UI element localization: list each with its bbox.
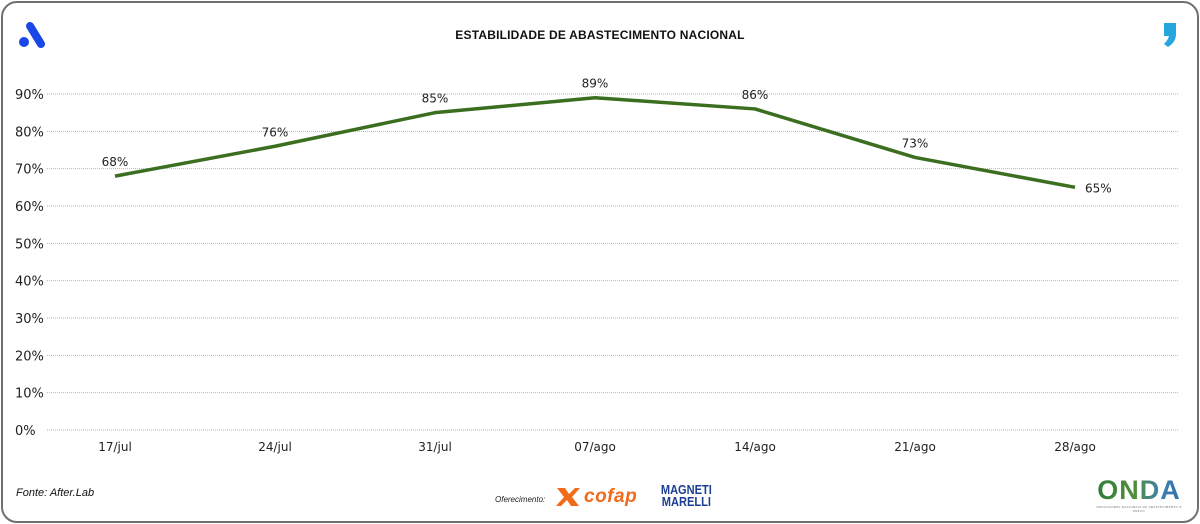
y-tick-label: 10% [15, 387, 44, 402]
sponsor-label: Oferecimento: [495, 495, 546, 504]
cofap-wordmark: cofap [584, 486, 638, 507]
y-tick-label: 60% [15, 200, 44, 215]
magneti-marelli-logo: MAGNETI MARELLI [660, 482, 713, 509]
y-tick-label: 50% [15, 237, 44, 252]
magneti-wordmark: MAGNETI [660, 482, 712, 497]
comma-brand-logo-icon [1164, 23, 1176, 47]
data-label: 86% [742, 88, 769, 102]
x-tick-label: 21/ago [894, 440, 936, 454]
y-tick-label: 0% [15, 424, 36, 439]
data-label: 85% [422, 92, 449, 106]
data-label: 89% [582, 77, 609, 91]
onda-wordmark: ONDA [1094, 476, 1184, 504]
x-tick-label: 07/ago [574, 440, 616, 454]
y-tick-label: 30% [15, 312, 44, 327]
chart-title: ESTABILIDADE DE ABASTECIMENTO NACIONAL [455, 28, 745, 42]
data-label: 76% [262, 125, 289, 139]
x-tick-label: 24/jul [258, 440, 292, 454]
y-tick-label: 70% [15, 163, 44, 178]
y-tick-label: 40% [15, 275, 44, 290]
x-tick-label: 31/jul [418, 440, 452, 454]
data-label: 73% [902, 136, 929, 150]
x-tick-label: 14/ago [734, 440, 776, 454]
cofap-logo: cofap [555, 485, 637, 509]
y-tick-label: 20% [15, 349, 44, 364]
x-tick-label: 17/jul [98, 440, 132, 454]
series-line [114, 95, 1076, 190]
onda-logo: ONDA INDICADORES NACIONAIS DE ABASTECIME… [1094, 476, 1184, 513]
x-tick-label: 28/ago [1054, 440, 1096, 454]
y-tick-label: 80% [15, 125, 44, 140]
data-label: 68% [102, 155, 129, 169]
data-label: 65% [1085, 181, 1112, 195]
a-brand-logo-icon [19, 22, 45, 48]
onda-subtitle: INDICADORES NACIONAIS DE ABASTECIMENTO E… [1096, 505, 1182, 513]
marelli-wordmark: MARELLI [661, 494, 711, 509]
cofap-x-icon [556, 488, 580, 506]
y-tick-label: 90% [15, 88, 44, 103]
source-note: Fonte: After.Lab [16, 487, 95, 499]
